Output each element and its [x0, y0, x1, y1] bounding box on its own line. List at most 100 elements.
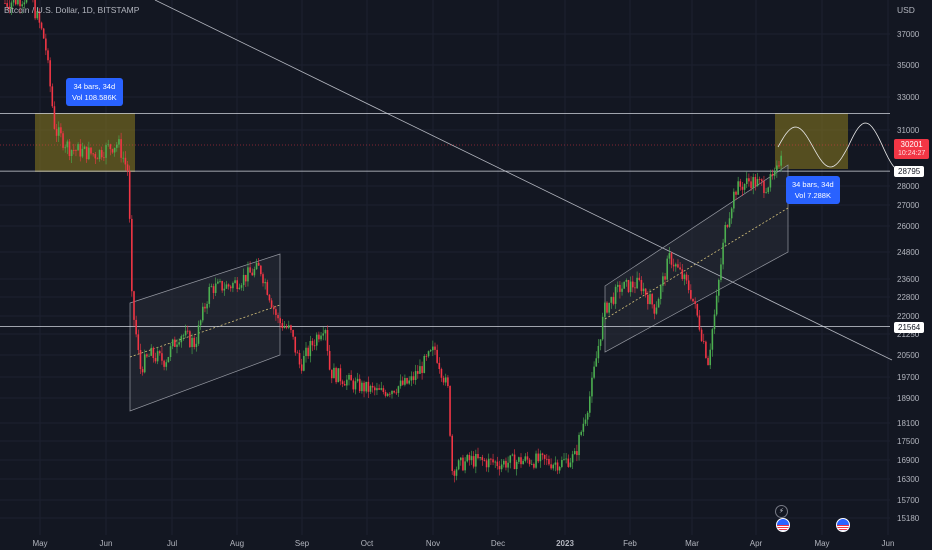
candle-body — [627, 279, 630, 293]
candle-body — [386, 393, 389, 396]
candle-body — [109, 144, 112, 150]
candle-body — [363, 382, 365, 392]
candle-body — [539, 453, 542, 462]
candle-body — [571, 454, 574, 463]
candle-body — [401, 380, 404, 385]
flash-icon[interactable]: ⚡ — [775, 505, 788, 518]
candle-body — [303, 355, 305, 371]
candle-body — [492, 459, 494, 463]
candle-body — [475, 453, 477, 467]
candle-body — [118, 139, 120, 145]
candle-body — [361, 382, 363, 392]
candle-body — [702, 340, 705, 342]
candle-body — [339, 368, 342, 382]
candle-body — [481, 457, 484, 461]
candle-body — [350, 375, 352, 381]
candle-body — [414, 371, 417, 380]
price-level-lower-tag: 21564 — [894, 322, 925, 333]
candle-body — [771, 174, 774, 176]
candle-body — [675, 264, 677, 267]
candle-body — [199, 320, 202, 326]
candle-body — [146, 354, 148, 357]
candle-body — [522, 460, 524, 465]
candle-body — [466, 454, 469, 462]
candle-body — [156, 351, 159, 362]
candle-body — [556, 462, 559, 471]
candle-body — [726, 225, 729, 227]
candle-body — [606, 302, 608, 313]
candle-body — [722, 242, 724, 265]
candle-body — [700, 329, 703, 341]
candle-body — [580, 431, 582, 435]
candle-body — [275, 309, 277, 315]
candle-body — [408, 380, 410, 384]
candle-body — [554, 462, 557, 465]
candle-body — [133, 291, 135, 320]
candle-body — [88, 147, 90, 160]
candle-body — [690, 290, 692, 299]
candle-body — [681, 269, 684, 279]
candle-body — [591, 377, 593, 397]
candle-body — [494, 461, 496, 463]
candle-body — [111, 149, 114, 153]
candle-body — [780, 155, 782, 166]
candle-body — [165, 362, 168, 367]
candle-body — [68, 141, 71, 157]
price-tick-label: 15180 — [897, 514, 920, 523]
candle-body — [281, 323, 284, 328]
time-tick-label: 2023 — [556, 539, 574, 548]
measure-box-right[interactable]: 34 bars, 34d Vol 7.288K — [786, 176, 840, 204]
candle-body — [294, 336, 297, 353]
candle-body — [279, 318, 281, 324]
flag-icon[interactable] — [836, 518, 850, 532]
candle-body — [180, 336, 183, 343]
candle-body — [245, 274, 247, 282]
candle-body — [434, 346, 436, 350]
candle-body — [79, 144, 82, 157]
candle-body — [223, 288, 226, 291]
candle-body — [208, 286, 211, 304]
candle-body — [442, 377, 445, 383]
candle-body — [457, 460, 460, 470]
candle-body — [423, 355, 426, 373]
candle-body — [251, 272, 254, 276]
candle-body — [346, 379, 348, 386]
candle-body — [328, 350, 331, 370]
candle-body — [354, 381, 357, 390]
time-tick-label: Dec — [491, 539, 505, 548]
price-tick-label: 22000 — [897, 312, 920, 321]
candle-body — [698, 315, 701, 330]
candles — [4, 0, 782, 483]
candle-body — [103, 157, 105, 159]
measure-volume: Vol 108.586K — [72, 93, 117, 102]
candle-body — [221, 281, 223, 291]
flag-icon[interactable] — [776, 518, 790, 532]
candle-body — [40, 22, 43, 29]
candle-body — [290, 325, 292, 331]
measure-box-left[interactable]: 34 bars, 34d Vol 108.586K — [66, 78, 123, 106]
price-tick-label: 16900 — [897, 456, 920, 465]
candle-body — [367, 381, 370, 392]
candle-body — [38, 11, 41, 23]
candle-body — [543, 454, 546, 459]
candle-body — [655, 307, 658, 314]
channel-left-mid — [129, 304, 281, 358]
candle-body — [597, 345, 600, 359]
candle-body — [561, 459, 563, 467]
candle-body — [249, 267, 251, 273]
candle-body — [296, 352, 299, 354]
candle-body — [487, 458, 490, 468]
candle-body — [348, 375, 350, 380]
candle-body — [694, 301, 696, 304]
candle-body — [73, 149, 75, 151]
candle-body — [582, 423, 585, 432]
candle-body — [638, 277, 641, 280]
candle-body — [189, 331, 191, 348]
candle-body — [696, 303, 699, 316]
price-level-upper-tag: 28795 — [894, 166, 925, 177]
candle-body — [75, 150, 77, 152]
channel-right — [604, 164, 789, 353]
candle-body — [666, 258, 668, 280]
candle-body — [756, 179, 759, 187]
